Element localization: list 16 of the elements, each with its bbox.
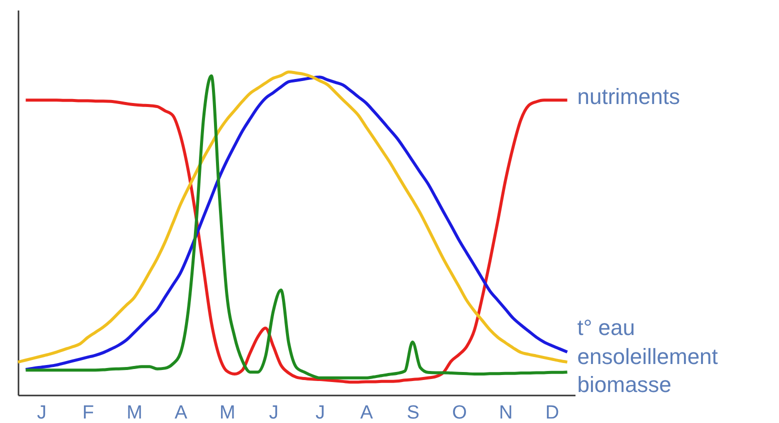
x-tick-label: M [219,402,236,423]
series-label: ensoleillement [577,344,718,370]
x-tick-label: J [315,402,325,423]
x-tick-label: N [499,402,513,423]
x-tick-label: A [360,402,374,423]
series-label: biomasse [577,372,672,398]
x-tick-label: O [452,402,467,423]
x-tick-label: S [406,402,420,423]
x-tick-label: J [269,402,279,423]
x-tick-label: D [545,402,560,423]
x-tick-label: J [36,402,46,423]
x-tick-label: M [126,402,142,423]
x-tick-label: A [174,402,188,423]
series-label: nutriments [577,84,680,110]
x-tick-label: F [82,402,94,423]
series-label: t° eau [577,315,635,340]
